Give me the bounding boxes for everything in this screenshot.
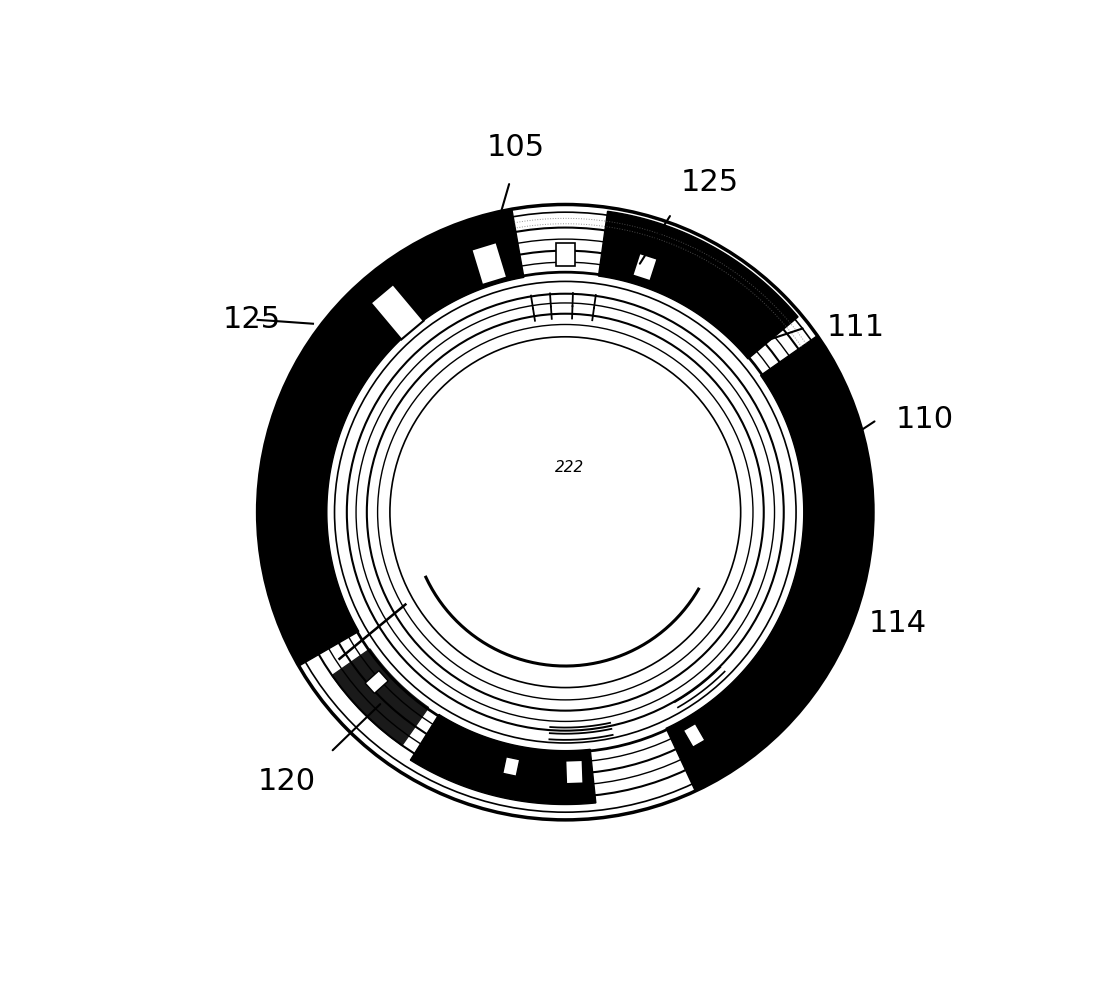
- Polygon shape: [566, 760, 583, 784]
- Polygon shape: [471, 242, 507, 285]
- Polygon shape: [258, 209, 524, 666]
- Text: 110: 110: [896, 406, 954, 435]
- Polygon shape: [684, 723, 705, 747]
- Polygon shape: [599, 212, 799, 359]
- Text: 120: 120: [258, 767, 315, 796]
- Text: 222: 222: [555, 461, 583, 476]
- Polygon shape: [332, 649, 428, 745]
- Text: 111: 111: [827, 313, 885, 342]
- Polygon shape: [371, 284, 424, 340]
- Text: 114: 114: [869, 609, 928, 638]
- Text: 125: 125: [681, 168, 739, 197]
- Polygon shape: [666, 336, 872, 791]
- Polygon shape: [410, 714, 596, 804]
- Text: 125: 125: [223, 306, 281, 335]
- Polygon shape: [633, 254, 657, 281]
- Polygon shape: [556, 243, 575, 266]
- Polygon shape: [365, 670, 388, 693]
- Text: 105: 105: [486, 133, 545, 162]
- Polygon shape: [503, 757, 520, 776]
